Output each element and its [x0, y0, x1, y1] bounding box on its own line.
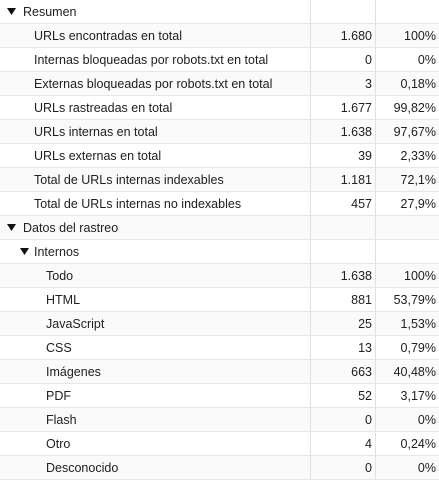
caret-down-icon[interactable]	[5, 8, 17, 15]
row-count: 1.638	[311, 120, 376, 143]
row-label: Todo	[0, 264, 311, 287]
row-percentage: 0%	[417, 412, 436, 427]
row-label: URLs encontradas en total	[0, 24, 311, 47]
pct-cell-empty	[376, 0, 439, 23]
row-percentage: 40,48%	[393, 364, 436, 379]
row-count: 0	[311, 48, 376, 71]
row-percentage: 97,67%	[393, 124, 436, 139]
row-count: 39	[311, 144, 376, 167]
table-row[interactable]: Total de URLs internas indexables 1.181 …	[0, 168, 439, 192]
tree-label-cell: Resumen	[0, 0, 311, 23]
row-count: 663	[311, 360, 376, 383]
table-row[interactable]: CSS 13 0,79%	[0, 336, 439, 360]
row-label: URLs internas en total	[0, 120, 311, 143]
table-row[interactable]: Total de URLs internas no indexables 457…	[0, 192, 439, 216]
row-percentage: 0,24%	[400, 436, 436, 451]
row-label: Externas bloqueadas por robots.txt en to…	[0, 72, 311, 95]
table-row[interactable]: JavaScript 25 1,53%	[0, 312, 439, 336]
group-label-internos: Internos	[34, 244, 80, 259]
row-label: Otro	[0, 432, 311, 455]
row-percentage: 1,53%	[400, 316, 436, 331]
table-row[interactable]: Imágenes 663 40,48%	[0, 360, 439, 384]
table-row[interactable]: Desconocido 0 0%	[0, 456, 439, 480]
row-percentage: 100%	[404, 268, 436, 283]
row-label: Flash	[0, 408, 311, 431]
row-count: 4	[311, 432, 376, 455]
table-row[interactable]: Otro 4 0,24%	[0, 432, 439, 456]
row-percentage: 2,33%	[400, 148, 436, 163]
value-cell-empty	[311, 0, 376, 23]
row-count: 881	[311, 288, 376, 311]
tree-row-resumen[interactable]: Resumen	[0, 0, 439, 24]
table-row[interactable]: PDF 52 3,17%	[0, 384, 439, 408]
row-percentage: 99,82%	[393, 100, 436, 115]
row-count: 0	[311, 456, 376, 479]
tree-label-cell: Datos del rastreo	[0, 216, 311, 239]
row-count: 1.638	[311, 264, 376, 287]
row-label: URLs rastreadas en total	[0, 96, 311, 119]
row-count: 13	[311, 336, 376, 359]
row-count: 1.181	[311, 168, 376, 191]
table-row[interactable]: Todo 1.638 100%	[0, 264, 439, 288]
table-row[interactable]: URLs externas en total 39 2,33%	[0, 144, 439, 168]
row-count: 1.677	[311, 96, 376, 119]
row-count: 0	[311, 408, 376, 431]
value-cell-empty	[311, 216, 376, 239]
group-label-resumen: Resumen	[23, 4, 77, 19]
table-row[interactable]: Flash 0 0%	[0, 408, 439, 432]
table-row[interactable]: URLs rastreadas en total 1.677 99,82%	[0, 96, 439, 120]
caret-down-icon[interactable]	[5, 224, 17, 231]
row-count: 25	[311, 312, 376, 335]
row-label: Imágenes	[0, 360, 311, 383]
table-row[interactable]: Externas bloqueadas por robots.txt en to…	[0, 72, 439, 96]
row-count: 1.680	[311, 24, 376, 47]
row-percentage: 100%	[404, 28, 436, 43]
pct-cell-empty	[376, 216, 439, 239]
row-label: HTML	[0, 288, 311, 311]
row-label: Total de URLs internas indexables	[0, 168, 311, 191]
table-row[interactable]: Internas bloqueadas por robots.txt en to…	[0, 48, 439, 72]
table-row[interactable]: URLs encontradas en total 1.680 100%	[0, 24, 439, 48]
row-percentage: 3,17%	[400, 388, 436, 403]
row-label: Desconocido	[0, 456, 311, 479]
row-count: 52	[311, 384, 376, 407]
value-cell-empty	[311, 240, 376, 263]
row-percentage: 27,9%	[400, 196, 436, 211]
row-count: 457	[311, 192, 376, 215]
tree-row-internos[interactable]: Internos	[0, 240, 439, 264]
caret-down-icon[interactable]	[18, 248, 30, 255]
tree-label-cell: Internos	[0, 240, 311, 263]
table-row[interactable]: URLs internas en total 1.638 97,67%	[0, 120, 439, 144]
row-percentage: 0,18%	[400, 76, 436, 91]
row-percentage: 72,1%	[400, 172, 436, 187]
row-percentage: 0%	[417, 52, 436, 67]
group-label-datos: Datos del rastreo	[23, 220, 119, 235]
row-percentage: 0,79%	[400, 340, 436, 355]
row-label: PDF	[0, 384, 311, 407]
row-label: JavaScript	[0, 312, 311, 335]
row-count: 3	[311, 72, 376, 95]
tree-row-datos-del-rastreo[interactable]: Datos del rastreo	[0, 216, 439, 240]
row-percentage: 0%	[417, 460, 436, 475]
table-row[interactable]: HTML 881 53,79%	[0, 288, 439, 312]
pct-cell-empty	[376, 240, 439, 263]
row-label: URLs externas en total	[0, 144, 311, 167]
row-label: CSS	[0, 336, 311, 359]
row-label: Total de URLs internas no indexables	[0, 192, 311, 215]
row-label: Internas bloqueadas por robots.txt en to…	[0, 48, 311, 71]
row-percentage: 53,79%	[393, 292, 436, 307]
